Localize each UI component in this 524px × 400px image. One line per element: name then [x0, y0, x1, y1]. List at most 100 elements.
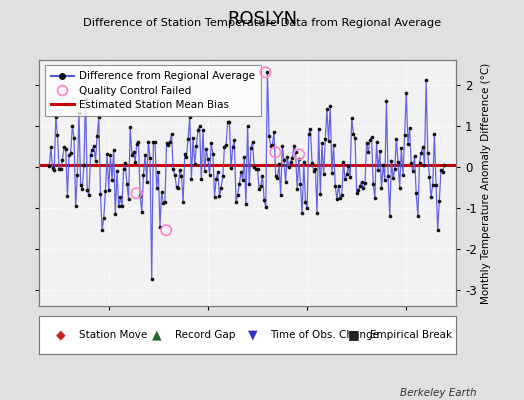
- Point: [58, 156, 67, 163]
- Point: [45, 163, 53, 170]
- Point: [177, 172, 185, 179]
- Point: [336, 194, 344, 201]
- Point: [151, 139, 159, 145]
- Point: [247, 145, 255, 152]
- Point: [306, 126, 314, 132]
- Point: [116, 194, 125, 200]
- Point: [100, 214, 108, 221]
- Point: [169, 166, 178, 172]
- Point: [205, 172, 214, 178]
- Point: [252, 166, 260, 173]
- Point: [148, 276, 156, 282]
- Point: [75, 110, 83, 116]
- Point: [245, 181, 254, 187]
- Point: [406, 125, 414, 131]
- Point: [195, 123, 204, 130]
- Point: [396, 185, 404, 191]
- Point: [270, 129, 278, 135]
- Point: [253, 166, 261, 172]
- Point: [347, 115, 356, 121]
- Point: [346, 174, 354, 180]
- Text: ◆: ◆: [56, 328, 66, 342]
- Text: ROSLYN: ROSLYN: [227, 10, 297, 28]
- Point: [351, 134, 359, 141]
- Point: [382, 98, 390, 104]
- Point: [106, 152, 115, 158]
- Point: [225, 119, 234, 125]
- Point: [389, 175, 397, 182]
- Point: [384, 173, 392, 180]
- Point: [96, 191, 105, 197]
- Point: [260, 196, 268, 203]
- Point: [157, 188, 166, 195]
- Point: [416, 160, 424, 166]
- Point: [330, 142, 338, 148]
- Point: [281, 178, 290, 185]
- Point: [423, 150, 432, 156]
- Point: [185, 114, 194, 120]
- Point: [126, 124, 135, 131]
- Point: [53, 132, 62, 138]
- Point: [214, 169, 222, 176]
- Point: [349, 131, 357, 137]
- Point: [440, 162, 449, 168]
- Point: [139, 172, 148, 178]
- Point: [361, 180, 369, 186]
- Point: [373, 139, 381, 146]
- Point: [380, 177, 389, 183]
- Point: [133, 190, 141, 196]
- Point: [271, 149, 280, 156]
- Point: [197, 176, 205, 183]
- Point: [356, 182, 364, 189]
- Point: [161, 199, 169, 205]
- Text: Record Gap: Record Gap: [174, 330, 235, 340]
- Point: [52, 114, 60, 120]
- Point: [141, 152, 149, 158]
- Point: [55, 166, 63, 173]
- Point: [204, 156, 212, 162]
- Point: [174, 185, 182, 191]
- Point: [257, 183, 265, 190]
- Point: [390, 166, 399, 172]
- Point: [128, 152, 136, 158]
- Point: [224, 118, 232, 125]
- Point: [209, 151, 217, 157]
- Point: [133, 140, 141, 147]
- Text: Time of Obs. Change: Time of Obs. Change: [270, 330, 379, 340]
- Point: [410, 152, 419, 159]
- Point: [191, 161, 199, 168]
- Point: [194, 126, 202, 133]
- Point: [427, 194, 435, 200]
- Point: [314, 126, 323, 132]
- Point: [48, 165, 57, 171]
- Point: [433, 227, 442, 233]
- Point: [407, 160, 416, 166]
- Point: [343, 171, 351, 178]
- Point: [244, 122, 252, 129]
- Point: [110, 147, 118, 153]
- Point: [182, 154, 191, 160]
- Point: [113, 168, 121, 174]
- Point: [359, 185, 367, 192]
- Point: [341, 176, 350, 183]
- Point: [337, 191, 346, 198]
- Point: [283, 154, 291, 161]
- Point: [402, 90, 410, 96]
- Point: [162, 227, 170, 233]
- Point: [397, 144, 406, 151]
- Point: [310, 168, 318, 174]
- Point: [124, 196, 133, 203]
- Point: [429, 182, 437, 188]
- Point: [121, 160, 129, 167]
- Point: [111, 211, 119, 218]
- Point: [237, 169, 245, 175]
- Point: [311, 166, 320, 172]
- Point: [63, 193, 72, 199]
- Point: [417, 149, 425, 156]
- Point: [88, 146, 96, 153]
- Point: [60, 144, 68, 151]
- Point: [267, 143, 275, 149]
- Point: [131, 158, 139, 165]
- Point: [119, 166, 128, 172]
- Point: [354, 186, 363, 193]
